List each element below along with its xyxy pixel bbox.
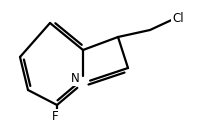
Text: N: N [71,72,79,84]
Text: Cl: Cl [172,11,184,25]
Text: F: F [52,110,58,124]
